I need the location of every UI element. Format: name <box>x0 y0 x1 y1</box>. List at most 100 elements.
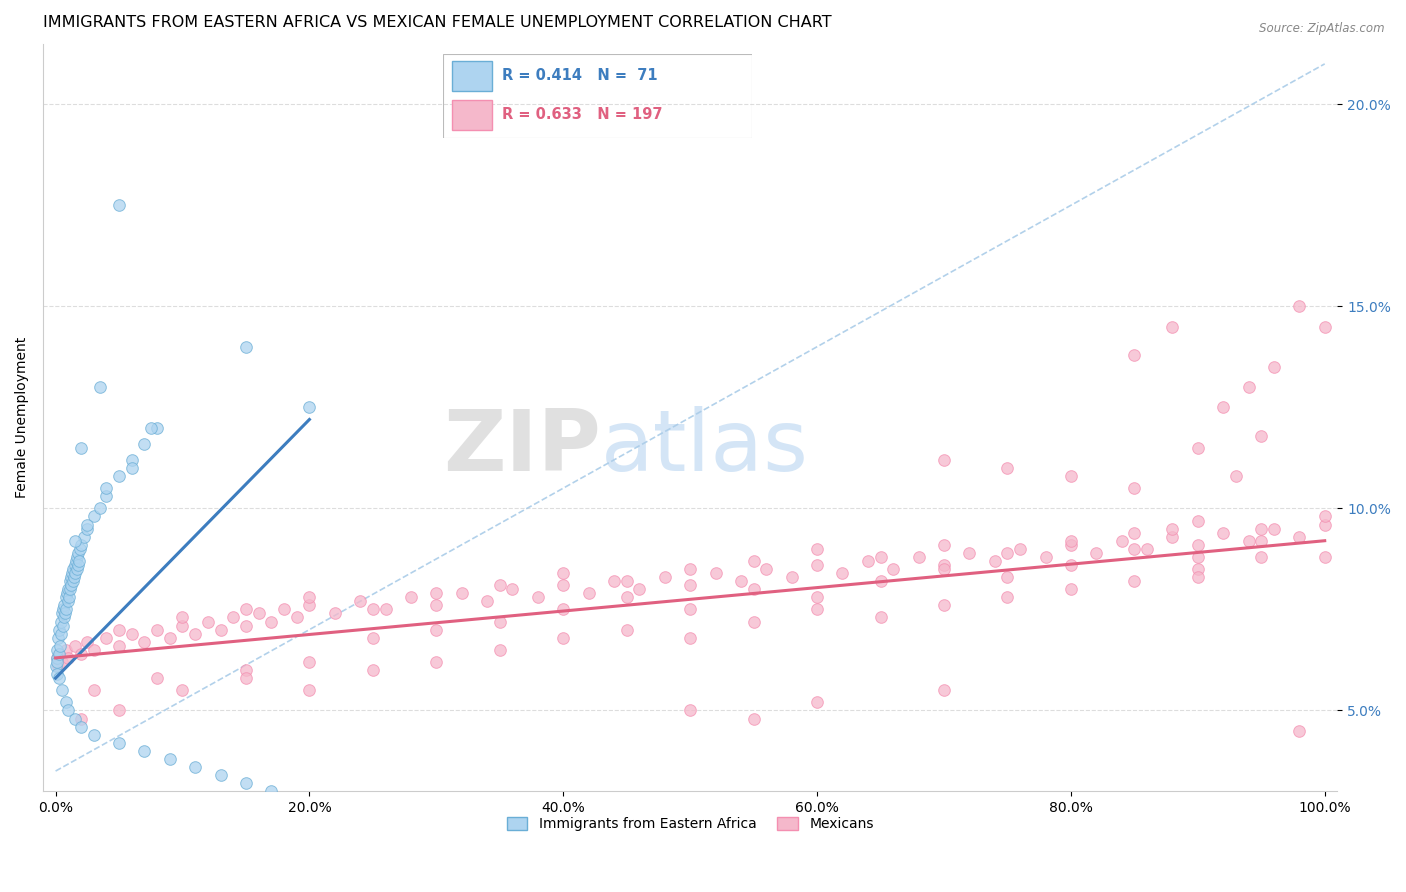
Point <box>59 570 82 584</box>
Point <box>63 639 86 653</box>
Point <box>58 574 80 588</box>
Point <box>1187 562 1209 576</box>
Point <box>56 594 79 608</box>
Point <box>742 712 765 726</box>
Point <box>69 541 91 556</box>
Point <box>679 631 702 645</box>
Point <box>49 639 72 653</box>
Point <box>425 623 447 637</box>
Point <box>1313 509 1336 524</box>
Point <box>488 578 510 592</box>
Point <box>247 607 270 621</box>
Point <box>616 574 638 588</box>
Point <box>553 566 575 580</box>
Point <box>527 591 550 605</box>
Point <box>1313 319 1336 334</box>
Point <box>298 655 321 669</box>
Point <box>361 602 384 616</box>
Point <box>45 651 67 665</box>
Point <box>209 623 232 637</box>
Point <box>603 574 626 588</box>
Point <box>63 712 86 726</box>
Point <box>62 562 84 576</box>
Point <box>932 538 955 552</box>
Point <box>1161 522 1184 536</box>
Point <box>323 607 346 621</box>
Point <box>52 602 75 616</box>
Point <box>1060 469 1083 483</box>
Point <box>108 623 131 637</box>
Point <box>89 501 111 516</box>
Point <box>361 663 384 677</box>
Point <box>235 671 257 685</box>
Point <box>298 401 321 415</box>
Point <box>488 615 510 629</box>
Point <box>260 615 283 629</box>
Point <box>46 655 69 669</box>
Point <box>184 626 207 640</box>
Point <box>55 695 77 709</box>
Point <box>932 558 955 572</box>
Point <box>349 594 371 608</box>
Point <box>1250 549 1272 564</box>
Point <box>48 671 70 685</box>
Point <box>450 586 472 600</box>
Point <box>1060 558 1083 572</box>
Point <box>1263 359 1285 374</box>
Point <box>48 647 70 661</box>
Point <box>55 591 77 605</box>
Point <box>1060 533 1083 548</box>
Point <box>1288 530 1310 544</box>
Text: atlas: atlas <box>602 406 810 490</box>
Point <box>1288 299 1310 313</box>
Point <box>96 481 118 495</box>
Text: Source: ZipAtlas.com: Source: ZipAtlas.com <box>1260 22 1385 36</box>
Point <box>70 712 93 726</box>
Point <box>76 634 98 648</box>
Point <box>56 586 79 600</box>
Point <box>1187 441 1209 455</box>
Point <box>1161 530 1184 544</box>
Point <box>730 574 752 588</box>
Point <box>488 643 510 657</box>
Point <box>273 602 295 616</box>
Point <box>1123 541 1146 556</box>
Point <box>869 549 891 564</box>
Point <box>1212 401 1234 415</box>
Point <box>1060 538 1083 552</box>
Point <box>45 651 67 665</box>
Point <box>134 634 156 648</box>
Point <box>45 659 67 673</box>
Point <box>932 453 955 467</box>
Point <box>1263 522 1285 536</box>
Point <box>235 618 257 632</box>
Point <box>983 554 1005 568</box>
Point <box>172 683 194 698</box>
Point <box>146 623 169 637</box>
Point <box>1136 541 1159 556</box>
Point <box>654 570 676 584</box>
Point <box>70 720 93 734</box>
Point <box>425 655 447 669</box>
Point <box>108 469 131 483</box>
Point <box>46 667 69 681</box>
Point <box>1237 380 1260 394</box>
Point <box>121 453 143 467</box>
Point <box>679 562 702 576</box>
Point <box>1123 348 1146 362</box>
Point <box>1187 514 1209 528</box>
Point <box>222 610 245 624</box>
Point <box>1111 533 1133 548</box>
Point <box>134 744 156 758</box>
Point <box>235 776 257 790</box>
Point <box>1187 538 1209 552</box>
Point <box>83 683 105 698</box>
Point <box>55 643 77 657</box>
Point <box>184 760 207 774</box>
Point <box>425 599 447 613</box>
Point <box>1225 469 1247 483</box>
Point <box>70 441 93 455</box>
Point <box>553 631 575 645</box>
Point <box>806 541 828 556</box>
Point <box>235 602 257 616</box>
